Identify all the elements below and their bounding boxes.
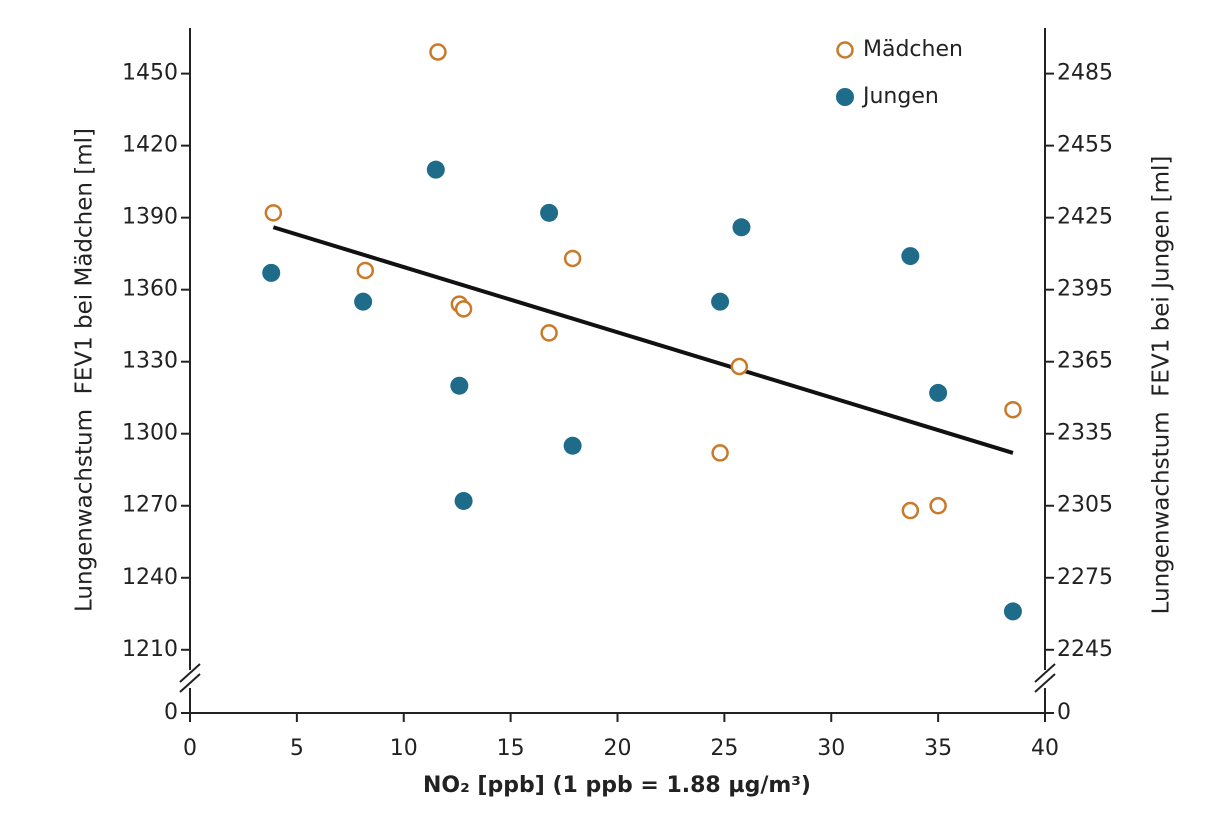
point (264, 204, 283, 222)
x-tick-label: 40 (1031, 736, 1059, 761)
point (1003, 602, 1022, 621)
y2-tick-label: 2425 (1057, 205, 1113, 230)
point (540, 324, 558, 342)
point (901, 501, 920, 520)
y-tick-label: 1210 (122, 637, 178, 662)
x-tick-label: 35 (924, 736, 952, 761)
y-tick-label: 1330 (122, 349, 178, 374)
y2-tick-label: 2365 (1057, 349, 1113, 374)
y-tick-label: 1270 (122, 493, 178, 518)
trend-line (272, 225, 1014, 455)
point (563, 249, 582, 268)
x-tick-label: 15 (497, 736, 525, 761)
point (540, 203, 559, 222)
point (929, 496, 947, 515)
point (354, 292, 373, 311)
y-tick-label: 1240 (122, 565, 178, 590)
y2-tick-label: 2275 (1057, 565, 1113, 590)
y-tick-label: 0 (164, 700, 178, 725)
legend-label: Jungen (861, 84, 939, 109)
x-tick-label: 10 (390, 736, 418, 761)
point (426, 160, 445, 179)
y2-tick-label: 2305 (1057, 493, 1113, 518)
x-tick-label: 25 (710, 736, 738, 761)
point (711, 444, 729, 462)
y2-tick-label: 2455 (1057, 133, 1113, 158)
x-tick-label: 30 (817, 736, 845, 761)
y2-tick-label: 2245 (1057, 637, 1113, 662)
x-tick-label: 5 (290, 736, 304, 761)
y-tick-label: 1360 (122, 277, 178, 302)
x-axis-label: NO₂ [ppb] (1 ppb = 1.88 µg/m³) (423, 773, 811, 798)
legend-marker (836, 41, 854, 59)
point (454, 491, 473, 510)
point (1004, 400, 1022, 419)
point (732, 218, 751, 237)
y2-tick-label: 2485 (1057, 61, 1113, 86)
point (262, 263, 281, 282)
axis-break (179, 663, 1056, 693)
y-tick-label: 1390 (122, 205, 178, 230)
point (901, 247, 920, 266)
y-axis-label: Lungenwachstum FEV1 bei Mädchen [ml] (72, 128, 98, 612)
point (711, 292, 730, 311)
point (929, 383, 948, 402)
legend-label: Mädchen (863, 37, 963, 62)
y2-tick-label: 2395 (1057, 277, 1113, 302)
x-tick-label: 0 (183, 736, 197, 761)
point (356, 261, 375, 280)
point (563, 436, 582, 455)
y2-tick-label: 0 (1057, 700, 1071, 725)
y-tick-label: 1450 (122, 61, 178, 86)
y2-axis-label: Lungenwachstum FEV1 bei Jungen [ml] (1149, 156, 1175, 615)
y2-tick-label: 2335 (1057, 421, 1113, 446)
point (454, 300, 473, 318)
point (730, 357, 749, 376)
y-tick-label: 1420 (122, 133, 178, 158)
y-tick-label: 1300 (122, 421, 178, 446)
legend-marker (836, 88, 854, 106)
point (429, 43, 447, 61)
point (450, 376, 469, 395)
x-tick-label: 20 (604, 736, 632, 761)
